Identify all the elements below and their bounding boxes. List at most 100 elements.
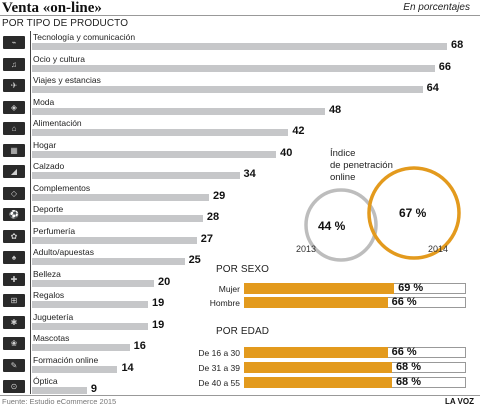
category-label: Hogar [33, 139, 57, 150]
group-value-label: 68 % [395, 361, 422, 373]
product-bar [32, 322, 148, 330]
product-bar [32, 43, 447, 50]
product-value-label: 14 [121, 361, 134, 374]
product-value-label: 66 [438, 60, 452, 73]
ring-2013 [304, 188, 378, 262]
group-bar [244, 283, 395, 294]
perfume-icon: ✿ [3, 229, 25, 243]
product-bar [32, 150, 277, 158]
product-value-label: 34 [243, 168, 256, 180]
group-category-label: De 40 a 55 [198, 378, 240, 388]
product-bar [32, 344, 130, 351]
group-category-label: De 16 a 30 [198, 348, 240, 358]
group-value-label: 69 % [398, 282, 424, 294]
category-label: Regalos [33, 290, 65, 300]
product-value-label: 29 [212, 189, 226, 202]
brand-logo: LA VOZ [444, 397, 474, 406]
beauty-icon: ✚ [3, 272, 25, 286]
product-value-label: 25 [188, 254, 201, 266]
group-value-label: 66 % [391, 346, 417, 358]
category-label: Tecnología y comunicación [33, 32, 136, 42]
fashion-icon: ◈ [3, 100, 25, 114]
product-value-label: 28 [206, 211, 220, 223]
category-label: Viajes y estancias [33, 75, 101, 85]
product-value-label: 19 [151, 318, 165, 331]
product-value-label: 64 [426, 82, 439, 94]
penetration-title-line: de penetración [330, 160, 393, 171]
education-icon: ✎ [3, 358, 25, 372]
product-bar [32, 193, 209, 201]
glasses-icon: ⊙ [3, 380, 25, 393]
toy-icon: ✱ [3, 315, 25, 329]
product-value-label: 16 [133, 340, 146, 352]
section-by-age: POR EDAD [216, 326, 270, 337]
group-bar [244, 362, 392, 373]
product-value-label: 20 [158, 275, 171, 288]
tech-icon: ⌁ [3, 36, 25, 49]
product-bar [32, 64, 435, 72]
category-label: Alimentación [33, 118, 82, 128]
group-value-label: 66 % [391, 296, 417, 308]
group-bar [244, 377, 392, 388]
penetration-title: Índice de penetración online [330, 148, 393, 184]
product-value-label: 48 [328, 103, 342, 116]
product-value-label: 19 [151, 297, 165, 309]
product-bar [32, 129, 289, 136]
gift-icon: ⊞ [3, 294, 25, 307]
section-by-sex: POR SEXO [216, 264, 270, 275]
accessory-icon: ◇ [3, 186, 25, 200]
product-value-label: 9 [90, 383, 98, 395]
product-bar [32, 301, 148, 308]
ring-2013-value: 44 % [318, 219, 346, 233]
product-value-label: 42 [292, 125, 305, 137]
section-by-product: POR TIPO DE PRODUCTO [2, 18, 129, 29]
product-value-label: 68 [451, 39, 464, 51]
product-bar [32, 215, 203, 222]
product-bar [32, 258, 185, 265]
product-bar [32, 86, 423, 93]
leisure-icon: ♫ [3, 57, 25, 71]
shoe-icon: ◢ [3, 165, 25, 178]
units-note: En porcentajes [403, 2, 470, 13]
source-note: Fuente: Estudio eCommerce 2015 [2, 397, 117, 406]
category-label: Belleza [33, 268, 61, 279]
penetration-title-line: online [330, 172, 356, 183]
product-bar [32, 236, 197, 244]
chart-title: Venta «on-line» [2, 0, 102, 16]
category-label: Mascotas [33, 333, 70, 343]
product-bar [32, 172, 240, 179]
ring-2014-year: 2014 [428, 244, 449, 254]
home-icon: ▦ [3, 143, 25, 157]
group-value-label: 68 % [395, 376, 422, 388]
ring-2014-value: 67 % [399, 206, 427, 220]
group-bar [244, 297, 388, 308]
product-bar [32, 279, 155, 287]
cards-icon: ♠ [3, 251, 25, 264]
product-bar [32, 107, 325, 115]
pet-icon: ❀ [3, 337, 25, 350]
category-label: Juguetería [33, 311, 74, 322]
group-category-label: Mujer [218, 284, 240, 294]
group-category-label: Hombre [209, 298, 240, 308]
category-label: Formación online [33, 354, 99, 365]
product-value-label: 27 [200, 232, 214, 245]
category-label: Adulto/apuestas [33, 247, 94, 257]
ring-2014 [367, 166, 461, 260]
category-label: Moda [33, 96, 55, 107]
category-label: Deporte [33, 204, 64, 214]
category-label: Perfumería [33, 225, 76, 236]
top-divider [0, 15, 480, 16]
category-label: Calzado [33, 161, 65, 171]
category-label: Óptica [33, 376, 58, 386]
category-label: Complementos [33, 182, 91, 193]
group-bar [244, 347, 388, 358]
product-bar [32, 365, 118, 373]
plane-icon: ✈ [3, 79, 25, 92]
group-category-label: De 31 a 39 [198, 363, 240, 373]
product-bar [32, 387, 87, 394]
penetration-title-line: Índice [330, 148, 356, 159]
shopping-cart-icon: ⌂ [3, 122, 25, 135]
sport-icon: ⚽ [3, 208, 25, 221]
ring-2013-year: 2013 [296, 244, 317, 254]
